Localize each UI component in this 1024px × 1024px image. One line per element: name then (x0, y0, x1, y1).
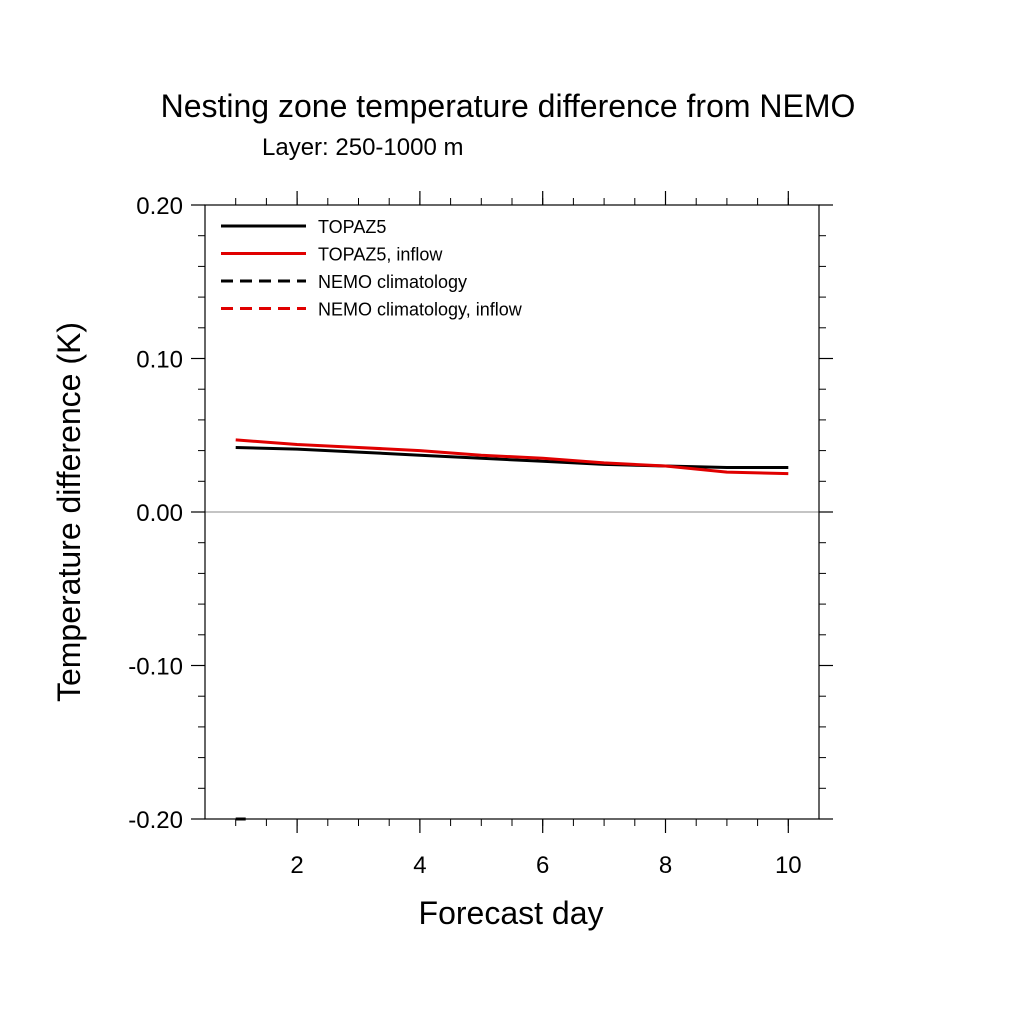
x-tick-label: 10 (775, 852, 802, 879)
chart-subtitle: Layer: 250-1000 m (262, 134, 464, 161)
series-line-2 (235, 438, 789, 476)
legend-label-3: NEMO climatology (318, 272, 467, 292)
x-tick-label: 2 (290, 852, 303, 879)
series-line-1 (235, 446, 789, 469)
legend-label-2: TOPAZ5, inflow (318, 245, 443, 265)
y-tick-label: 0.20 (136, 193, 183, 220)
x-axis-label: Forecast day (419, 895, 604, 931)
y-tick-label: -0.20 (128, 807, 183, 834)
x-tick-label: 6 (536, 852, 549, 879)
y-tick-label: 0.10 (136, 347, 183, 374)
y-axis-label: Temperature difference (K) (51, 322, 87, 702)
chart-title: Nesting zone temperature difference from… (160, 88, 856, 124)
legend-label-1: TOPAZ5 (318, 217, 386, 237)
y-tick-label: 0.00 (136, 500, 183, 527)
legend-label-4: NEMO climatology, inflow (318, 300, 523, 320)
x-tick-label: 8 (659, 852, 672, 879)
y-tick-label: -0.10 (128, 654, 183, 681)
x-tick-label: 4 (413, 852, 426, 879)
